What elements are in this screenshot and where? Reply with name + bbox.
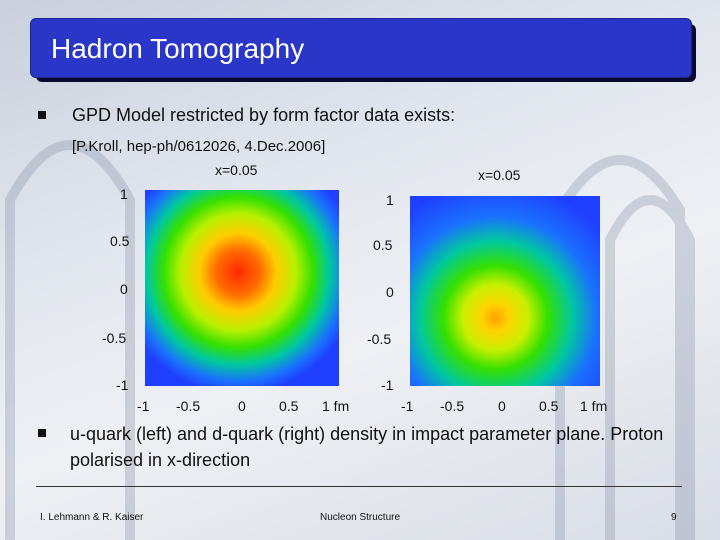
right-ytick: 1 xyxy=(386,192,394,208)
right-ytick: 0 xyxy=(386,284,394,300)
left-ytick: -0.5 xyxy=(102,330,127,346)
page-number: 9 xyxy=(671,512,677,523)
reference-citation: [P.Kroll, hep-ph/0612026, 4.Dec.2006] xyxy=(72,138,326,155)
title-bar: Hadron Tomography xyxy=(30,18,692,78)
right-xtick: -0.5 xyxy=(440,398,465,414)
left-xtick: 1 fm xyxy=(322,398,350,414)
right-xtick: 0.5 xyxy=(539,398,559,414)
left-ytick: 0.5 xyxy=(110,233,130,249)
right-xtick: 0 xyxy=(498,398,506,414)
footer-title: Nucleon Structure xyxy=(320,512,401,523)
left-ytick: 1 xyxy=(120,186,128,202)
left-xtick: 0.5 xyxy=(279,398,299,414)
right-ytick: 0.5 xyxy=(373,237,393,253)
left-density-plot xyxy=(145,190,339,386)
footer-divider xyxy=(36,486,682,487)
footer-authors: I. Lehmann & R. Kaiser xyxy=(40,512,144,523)
bullet-marker xyxy=(38,429,46,437)
right-xtick: 1 fm xyxy=(580,398,608,414)
left-xtick: 0 xyxy=(238,398,246,414)
right-ytick: -0.5 xyxy=(367,331,392,347)
bullet-marker xyxy=(38,111,46,119)
left-xtick: -0.5 xyxy=(176,398,201,414)
slide-title: Hadron Tomography xyxy=(51,33,305,64)
left-xtick: -1 xyxy=(137,398,150,414)
left-plot-label: x=0.05 xyxy=(215,162,258,178)
bullet-2: u-quark (left) and d-quark (right) densi… xyxy=(70,424,664,470)
right-xtick: -1 xyxy=(401,398,414,414)
left-ytick: -1 xyxy=(116,377,129,393)
left-ytick: 0 xyxy=(120,281,128,297)
right-plot-label: x=0.05 xyxy=(478,167,521,183)
right-ytick: -1 xyxy=(381,377,394,393)
right-density-plot xyxy=(410,196,600,386)
bullet-1: GPD Model restricted by form factor data… xyxy=(72,105,456,125)
